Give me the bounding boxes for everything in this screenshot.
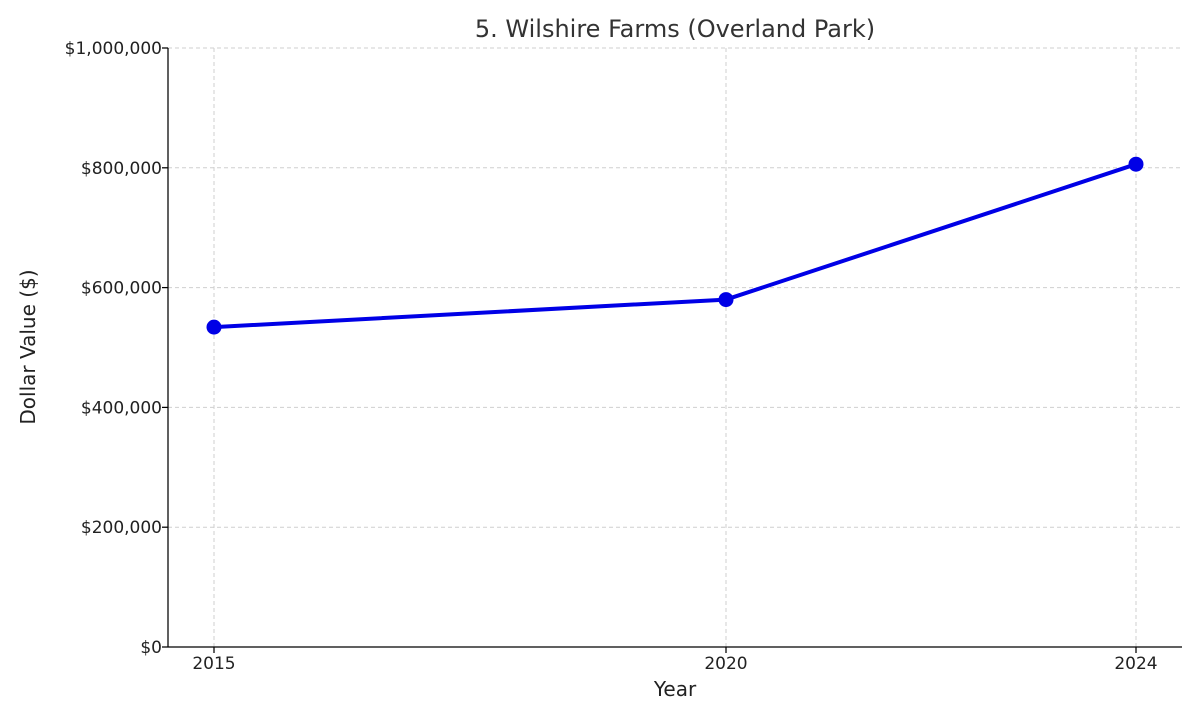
x-tick-label: 2024 (1114, 654, 1157, 674)
y-tick-label: $1,000,000 (65, 39, 162, 59)
chart-title: 5. Wilshire Farms (Overland Park) (475, 15, 875, 43)
data-point (1128, 156, 1144, 172)
y-axis-label: Dollar Value ($) (16, 269, 40, 424)
series-layer (206, 156, 1144, 335)
x-axis-label: Year (653, 677, 697, 701)
x-tick-label: 2020 (704, 654, 747, 674)
y-tick-label: $0 (140, 638, 162, 658)
y-tick-labels: $0 $200,000 $400,000 $600,000 $800,000 $1,000… (65, 39, 168, 658)
y-tick-label: $200,000 (81, 518, 162, 538)
x-tick-label: 2015 (192, 654, 235, 674)
y-tick-label: $400,000 (81, 398, 162, 418)
series-line (212, 162, 1138, 330)
axis-layer (167, 48, 1182, 648)
y-tick-label: $600,000 (81, 279, 162, 299)
x-tick-labels: 2015 2020 2024 (192, 647, 1158, 674)
grid-layer (168, 47, 1182, 648)
data-point (718, 292, 734, 308)
data-point (206, 319, 222, 335)
y-tick-label: $800,000 (81, 159, 162, 179)
